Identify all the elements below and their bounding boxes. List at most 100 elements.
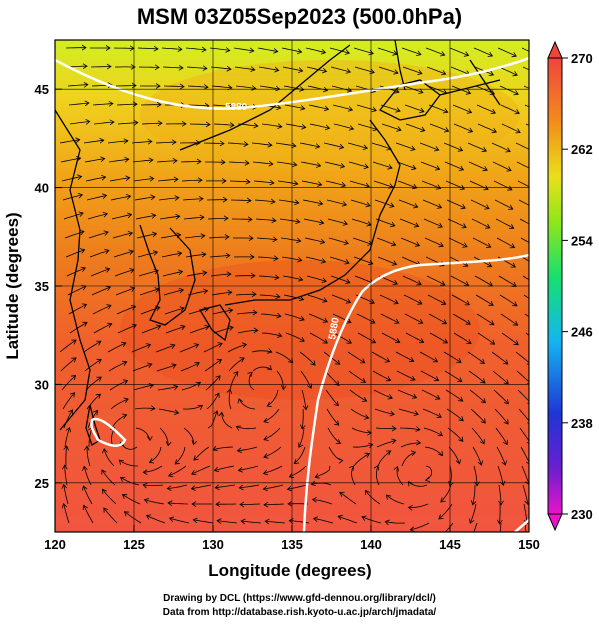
streamline-arrowhead [416, 280, 422, 286]
streamline-arrowhead [363, 163, 369, 170]
streamline-segment [213, 123, 235, 126]
streamline-segment [117, 122, 138, 125]
streamline-segment [255, 218, 276, 222]
colorbar-min-arrow [547, 513, 563, 532]
streamline-segment [160, 234, 181, 239]
streamline-arrowhead [298, 295, 305, 302]
streamline-segment [213, 446, 234, 451]
streamline-arrowhead [524, 500, 529, 506]
streamline-arrowhead [348, 125, 355, 131]
streamline-arrowhead [293, 180, 299, 187]
streamline-arrowhead [503, 399, 509, 405]
streamline-arrowhead [310, 360, 316, 366]
streamline-arrowhead [103, 507, 109, 513]
streamline-arrowhead [253, 122, 259, 129]
streamline-segment [229, 371, 239, 391]
streamline-arrowhead [348, 465, 355, 471]
streamline-arrowhead [104, 267, 111, 273]
streamline-segment [111, 427, 116, 448]
streamline-arrowhead [479, 439, 485, 445]
streamline-segment [302, 199, 323, 205]
streamline-arrowhead [175, 213, 181, 220]
streamline-segment [472, 484, 476, 505]
streamline-arrowhead [515, 128, 521, 134]
streamline-arrowhead [362, 144, 369, 150]
streamline-segment [405, 332, 424, 343]
streamline-arrowhead [436, 413, 442, 418]
streamline-arrowhead [194, 362, 200, 367]
streamline-arrowhead [312, 516, 319, 522]
streamline-segment [515, 142, 529, 150]
streamline-segment [361, 516, 382, 524]
streamline-arrowhead [177, 46, 183, 52]
streamline-segment [328, 237, 349, 244]
streamline-arrowhead [320, 49, 327, 55]
streamline-arrowhead [361, 515, 367, 521]
y-tick-label: 45 [35, 82, 49, 97]
coast-kamchatka [469, 59, 501, 106]
streamline-segment [352, 444, 373, 448]
streamline-segment [83, 466, 92, 486]
streamline-arrowhead [470, 500, 477, 506]
streamline-segment [470, 199, 490, 210]
streamline-segment [162, 66, 184, 69]
streamline-segment [421, 180, 441, 189]
streamline-segment [398, 199, 418, 208]
streamline-segment [181, 381, 201, 391]
streamline-arrowhead [438, 242, 444, 248]
streamline-arrowhead [273, 255, 279, 262]
streamline-arrowhead [270, 198, 276, 205]
streamline-arrowhead [442, 108, 449, 114]
y-axis-ticks: 25 30 35 40 45 [35, 82, 62, 491]
x-tick-label: 120 [44, 537, 66, 552]
colorbar-scale [547, 57, 563, 515]
streamline-segment [331, 85, 352, 92]
streamline-segment [110, 398, 129, 410]
streamline-segment [227, 344, 247, 353]
streamline-arrowhead [92, 409, 99, 416]
streamline-arrowhead [491, 127, 497, 134]
streamline-segment [135, 214, 156, 220]
streamline-segment [61, 176, 82, 182]
streamline-arrowhead [228, 307, 234, 314]
streamline-arrowhead [100, 156, 106, 163]
streamline-segment [107, 342, 126, 353]
streamline-arrowhead [466, 339, 472, 344]
streamline-segment [491, 351, 509, 365]
streamline-arrowhead [412, 203, 419, 209]
streamline-segment [351, 218, 372, 226]
streamline-segment [86, 195, 107, 201]
streamline-segment [326, 408, 340, 426]
streamline-segment [102, 489, 117, 505]
streamline-arrowhead [345, 278, 351, 284]
streamline-arrowhead [391, 438, 397, 444]
streamline-segment [516, 161, 529, 169]
streamline-arrowhead [179, 306, 185, 312]
streamline-segment [86, 393, 101, 410]
streamline-arrowhead [109, 119, 115, 126]
streamline-segment [351, 427, 372, 434]
streamline-segment [279, 218, 300, 223]
streamline-arrowhead [295, 218, 301, 225]
streamline-arrowhead [319, 238, 326, 245]
streamline-arrowhead [127, 231, 134, 237]
streamline-arrowhead [320, 258, 327, 264]
streamline-arrowhead [84, 100, 90, 107]
streamline-arrowhead [393, 299, 399, 305]
streamline-segment [259, 85, 280, 90]
streamline-arrowhead [487, 51, 494, 57]
streamline-arrowhead [321, 277, 327, 283]
streamline-segment [229, 180, 251, 183]
streamline-arrowhead [371, 106, 377, 113]
streamline-segment [470, 408, 486, 424]
streamline-segment [326, 199, 347, 206]
streamline-segment [63, 212, 84, 220]
streamline-arrowhead [63, 445, 69, 451]
streamline-arrowhead [511, 52, 517, 58]
streamline-arrowhead [241, 342, 248, 348]
streamline-arrowhead [202, 65, 208, 72]
streamline-arrowhead [345, 68, 352, 74]
streamline-arrowhead [106, 63, 112, 70]
streamline-segment [307, 85, 328, 91]
